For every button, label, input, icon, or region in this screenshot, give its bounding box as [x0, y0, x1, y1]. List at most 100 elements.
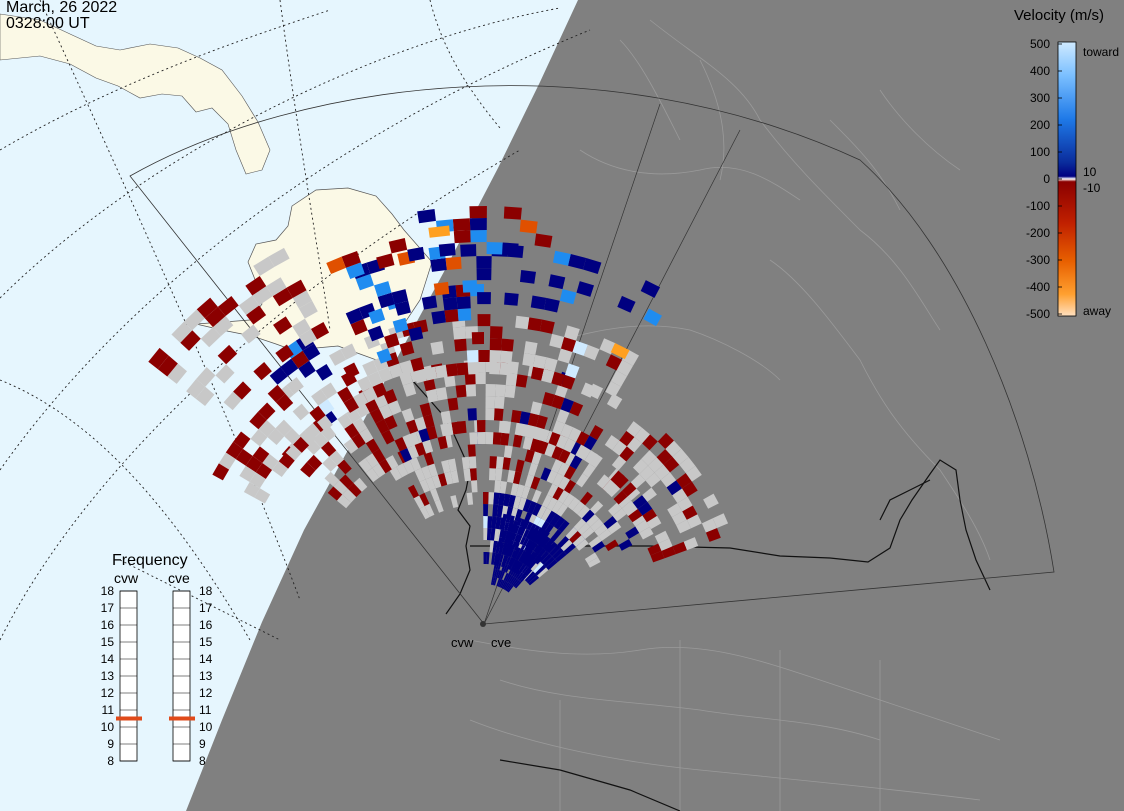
- timestamp-header: March, 26 2022 0328:00 UT: [6, 0, 117, 32]
- scatter-cell: [610, 343, 630, 360]
- scatter-cell: [500, 350, 513, 364]
- scatter-cell: [606, 483, 621, 498]
- scatter-cell: [401, 408, 415, 423]
- scatter-cell: [422, 439, 434, 454]
- scatter-cell: [372, 382, 388, 398]
- scatter-cell: [292, 403, 310, 421]
- scatter-cell: [419, 506, 430, 520]
- scatter-cell: [171, 321, 193, 343]
- scatter-cell: [238, 295, 260, 316]
- scatter-cell: [527, 317, 543, 332]
- scatter-cell: [489, 350, 502, 363]
- scatter-cell: [233, 381, 252, 400]
- scatter-cell: [298, 329, 318, 347]
- radar-site-marker: [480, 621, 486, 627]
- scatter-cell: [548, 535, 556, 545]
- scatter-cell: [513, 495, 522, 509]
- scatter-cell: [577, 522, 591, 535]
- scatter-cell: [431, 310, 446, 325]
- scatter-cell: [343, 397, 359, 413]
- scatter-cell: [462, 280, 478, 293]
- scatter-cell: [519, 536, 527, 545]
- scatter-cell: [497, 578, 502, 587]
- scatter-cell: [612, 508, 627, 522]
- scatter-cell: [580, 491, 593, 506]
- scatter-cell: [262, 453, 279, 471]
- scatter-cell: [502, 530, 508, 539]
- scatter-cell: [661, 546, 676, 559]
- frequency-tick-label: 15: [199, 635, 213, 649]
- scatter-cell: [254, 488, 271, 504]
- scatter-cell: [421, 295, 438, 310]
- scatter-cell: [582, 463, 596, 478]
- scatter-cell: [340, 343, 358, 360]
- scatter-cell: [496, 504, 504, 518]
- scatter-cell: [508, 540, 515, 549]
- scatter-cell: [345, 262, 365, 280]
- scatter-cell: [584, 450, 599, 465]
- scatter-cell: [545, 544, 554, 553]
- scatter-cell: [605, 354, 623, 371]
- scatter-cell: [407, 444, 419, 460]
- scatter-cell: [442, 422, 454, 436]
- scatter-cell: [320, 382, 338, 400]
- scatter-cell: [437, 473, 448, 487]
- scatter-cell: [563, 438, 576, 453]
- scatter-cell: [506, 584, 513, 592]
- scatter-cell: [531, 489, 542, 504]
- scatter-cell: [504, 292, 519, 306]
- scatter-cell: [493, 408, 504, 421]
- scatter-cell: [580, 382, 596, 398]
- scatter-cell: [322, 456, 338, 472]
- scatter-cell: [519, 574, 527, 583]
- velocity-inner-tick: 10: [1083, 165, 1097, 179]
- scatter-cell: [501, 338, 514, 352]
- scatter-cell: [581, 509, 595, 523]
- frequency-tick-label: 12: [199, 686, 213, 700]
- scatter-cell: [519, 544, 526, 554]
- scatter-cell: [293, 436, 310, 453]
- scatter-cell: [536, 505, 547, 519]
- scatter-cell: [524, 341, 538, 355]
- scatter-cell: [508, 548, 514, 558]
- scatter-cell: [430, 341, 444, 355]
- scatter-cell: [634, 427, 650, 444]
- scatter-cell: [537, 537, 546, 547]
- scatter-cell: [518, 573, 526, 582]
- scatter-cell: [544, 443, 556, 458]
- scatter-cell: [494, 396, 505, 409]
- scatter-cell: [428, 225, 451, 238]
- scatter-cell: [525, 568, 533, 577]
- scatter-cell: [450, 495, 459, 508]
- scatter-cell: [575, 539, 589, 551]
- scatter-cell: [324, 471, 340, 487]
- scatter-cell: [513, 569, 520, 578]
- scatter-cell: [535, 546, 544, 555]
- scatter-cell: [353, 477, 368, 492]
- scatter-cell: [292, 290, 313, 309]
- frequency-panel: 18 17 16 15 14 13 12 11 10 9 8 18 17 16 15 14 13 12 11 10 9 8: [101, 584, 213, 768]
- scatter-cell: [622, 482, 637, 497]
- scatter-cell: [522, 556, 529, 565]
- scatter-cell: [527, 500, 537, 515]
- scatter-cell: [212, 316, 234, 337]
- scatter-cell: [540, 539, 549, 549]
- scatter-cell: [500, 571, 505, 580]
- scatter-cell: [643, 308, 662, 327]
- scatter-cell: [485, 408, 495, 421]
- scatter-cell: [414, 468, 426, 482]
- scatter-cell: [442, 297, 458, 311]
- scatter-cell: [646, 515, 662, 530]
- scatter-cell: [524, 571, 536, 582]
- scatter-cell: [563, 465, 577, 480]
- scatter-cell: [563, 543, 576, 555]
- scatter-cell: [616, 494, 632, 509]
- scatter-cell: [377, 292, 395, 309]
- scatter-cell: [548, 431, 561, 446]
- scatter-cell: [492, 540, 498, 553]
- scatter-cell: [465, 384, 477, 397]
- scatter-cell: [612, 440, 627, 456]
- scatter-cell: [515, 374, 528, 388]
- scatter-cell: [495, 456, 504, 470]
- scatter-cell: [286, 279, 307, 298]
